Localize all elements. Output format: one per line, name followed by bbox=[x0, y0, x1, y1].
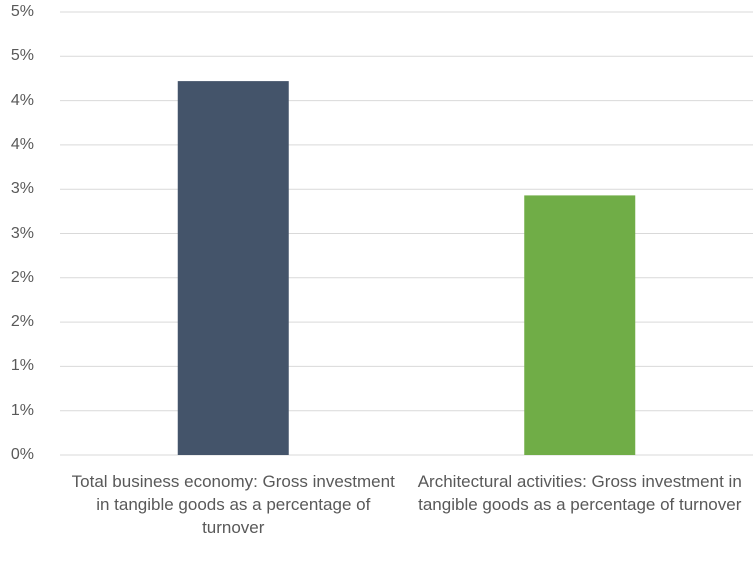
x-category-label: Total business economy: Gross investment… bbox=[71, 472, 395, 537]
y-tick-label: 0% bbox=[10, 446, 34, 463]
y-tick-label: 1% bbox=[10, 401, 34, 419]
y-tick-label: 3% bbox=[10, 180, 34, 198]
y-tick-label: 4% bbox=[10, 135, 34, 153]
y-tick-label: 2% bbox=[10, 268, 34, 286]
bar-2 bbox=[524, 195, 636, 456]
x-category-label: Architectural activities: Gross investme… bbox=[417, 472, 742, 514]
y-tick-label: 1% bbox=[10, 357, 34, 375]
y-tick-label: 2% bbox=[10, 313, 34, 331]
y-tick-label: 3% bbox=[10, 224, 34, 242]
y-tick-label: 4% bbox=[10, 91, 34, 109]
y-tick-label: 5% bbox=[10, 47, 34, 65]
y-tick-label: 5% bbox=[10, 3, 34, 20]
bar-1 bbox=[177, 81, 289, 455]
